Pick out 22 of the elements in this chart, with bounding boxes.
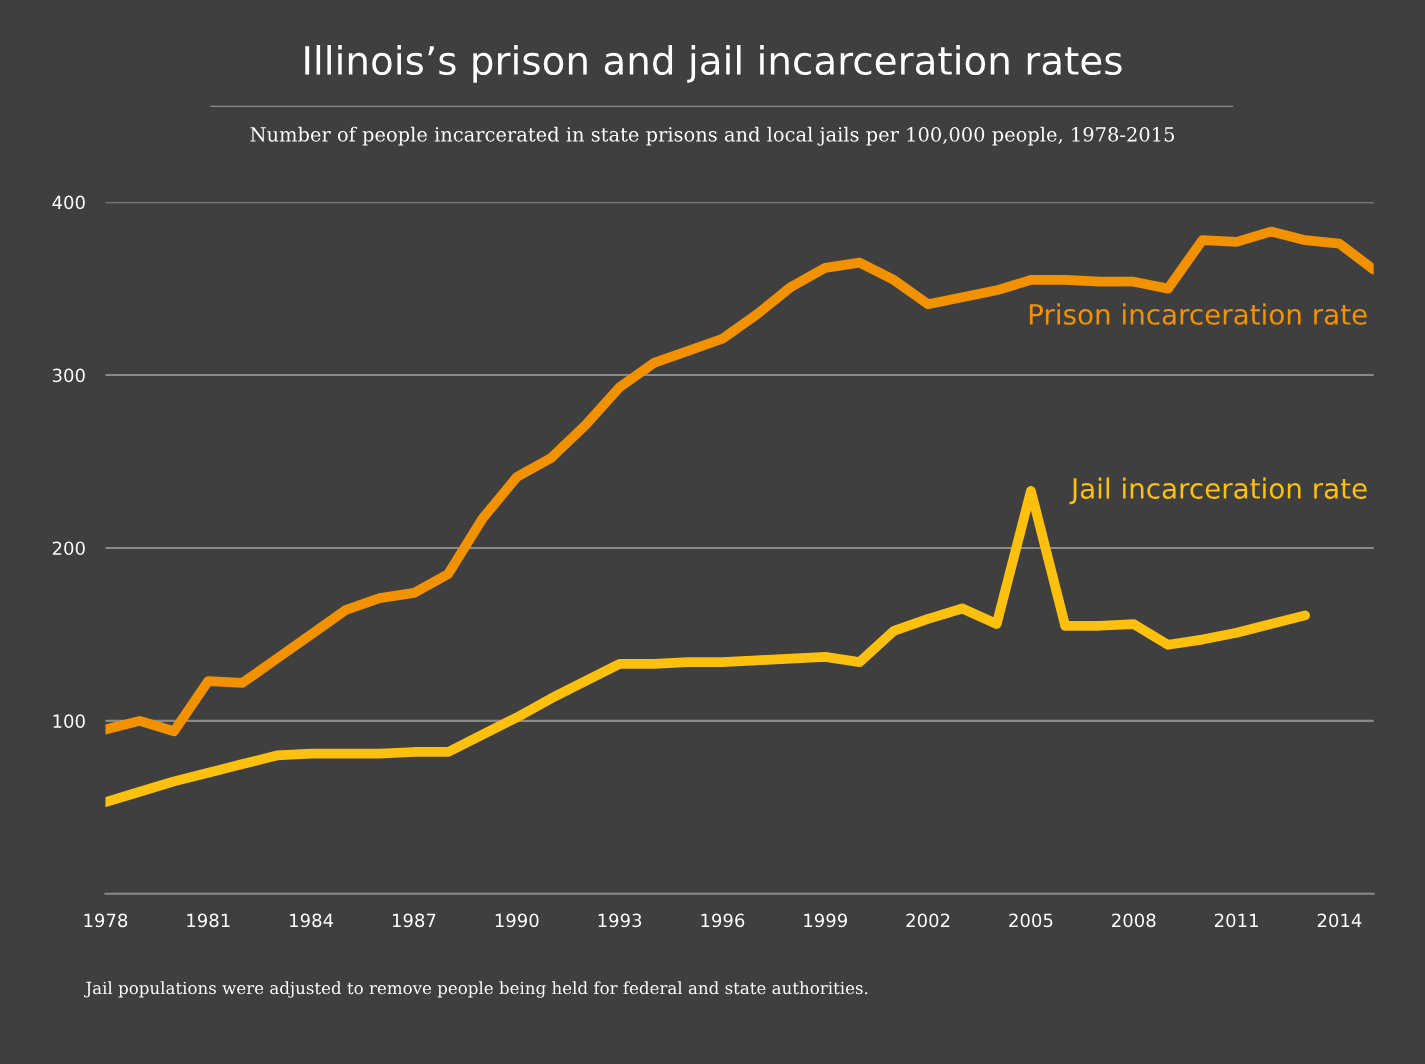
chart-title: Illinois’s prison and jail incarceration rates (305, 45, 1122, 83)
x-tick-label: 1996 (701, 913, 745, 928)
series-label: Jail incarceration rate (1069, 477, 1367, 505)
x-tick-label: 1984 (290, 913, 334, 928)
y-tick-label: 400 (52, 195, 85, 210)
x-tick-label: 1978 (84, 913, 128, 928)
x-tick-label: 1990 (495, 913, 539, 928)
chart-subtitle: Number of people incarcerated in state prisons and local jails per 100,000 people, 1978-2015 (250, 126, 1174, 146)
text: Jail populations were adjusted to remove people being held for federal and state authorities. (84, 981, 868, 998)
y-tick-label: 300 (52, 368, 85, 383)
x-tick-label: 1993 (598, 913, 642, 928)
y-tick-label: 200 (52, 541, 85, 556)
x-tick-label: 2002 (906, 913, 950, 928)
y-tick-label: 100 (53, 714, 85, 728)
x-tick-label: 1987 (392, 913, 436, 928)
x-tick-label: 1981 (187, 913, 230, 928)
x-tick-label: 2011 (1214, 913, 1258, 928)
x-tick-label: 2008 (1112, 913, 1156, 928)
x-tick-label: 1999 (804, 913, 847, 928)
series-label: Prison incarceration rate (1029, 303, 1367, 325)
x-tick-label: 2014 (1317, 913, 1362, 928)
x-tick-label: 2005 (1009, 913, 1053, 928)
